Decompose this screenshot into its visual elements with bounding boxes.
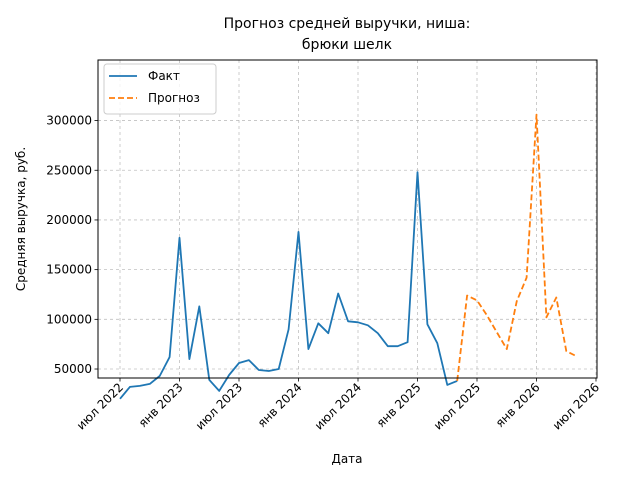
plot-frame — [97, 59, 598, 379]
series-line-fact — [119, 171, 458, 400]
x-tick-label: янв 2024 — [255, 380, 305, 430]
legend-label-forecast: Прогноз — [148, 91, 200, 105]
y-tick-label: 150000 — [46, 263, 92, 277]
x-tick-label: янв 2023 — [136, 380, 186, 430]
x-tick-label: июл 2026 — [550, 380, 602, 432]
y-axis-title: Средняя выручка, руб. — [14, 147, 28, 291]
x-axis: июл 2022 янв 2023 июл 2023 янв 2024 июл 2024… — [74, 378, 602, 433]
legend-label-fact: Факт — [148, 69, 180, 83]
x-tick-label: июл 2022 — [74, 380, 126, 432]
legend: Факт Прогноз — [103, 63, 217, 115]
y-tick-label: 300000 — [46, 114, 92, 128]
series-lines — [119, 113, 577, 400]
x-tick-label: июл 2024 — [312, 380, 364, 432]
chart-title-line1: Прогноз средней выручки, ниша: — [224, 16, 471, 32]
y-tick-label: 200000 — [46, 213, 92, 227]
x-axis-title: Дата — [331, 452, 362, 466]
x-tick-label: июл 2025 — [431, 380, 483, 432]
x-tick-label: янв 2025 — [374, 380, 424, 430]
series-line-forecast — [456, 113, 577, 382]
y-tick-label: 100000 — [46, 312, 92, 326]
y-tick-label: 50000 — [54, 362, 92, 376]
x-tick-label: июл 2023 — [193, 380, 245, 432]
y-axis: 50000 100000 150000 200000 250000 300000 — [46, 114, 98, 376]
chart-title-line2: брюки шелк — [302, 37, 392, 53]
y-tick-label: 250000 — [46, 163, 92, 177]
x-tick-label: янв 2026 — [493, 380, 543, 430]
